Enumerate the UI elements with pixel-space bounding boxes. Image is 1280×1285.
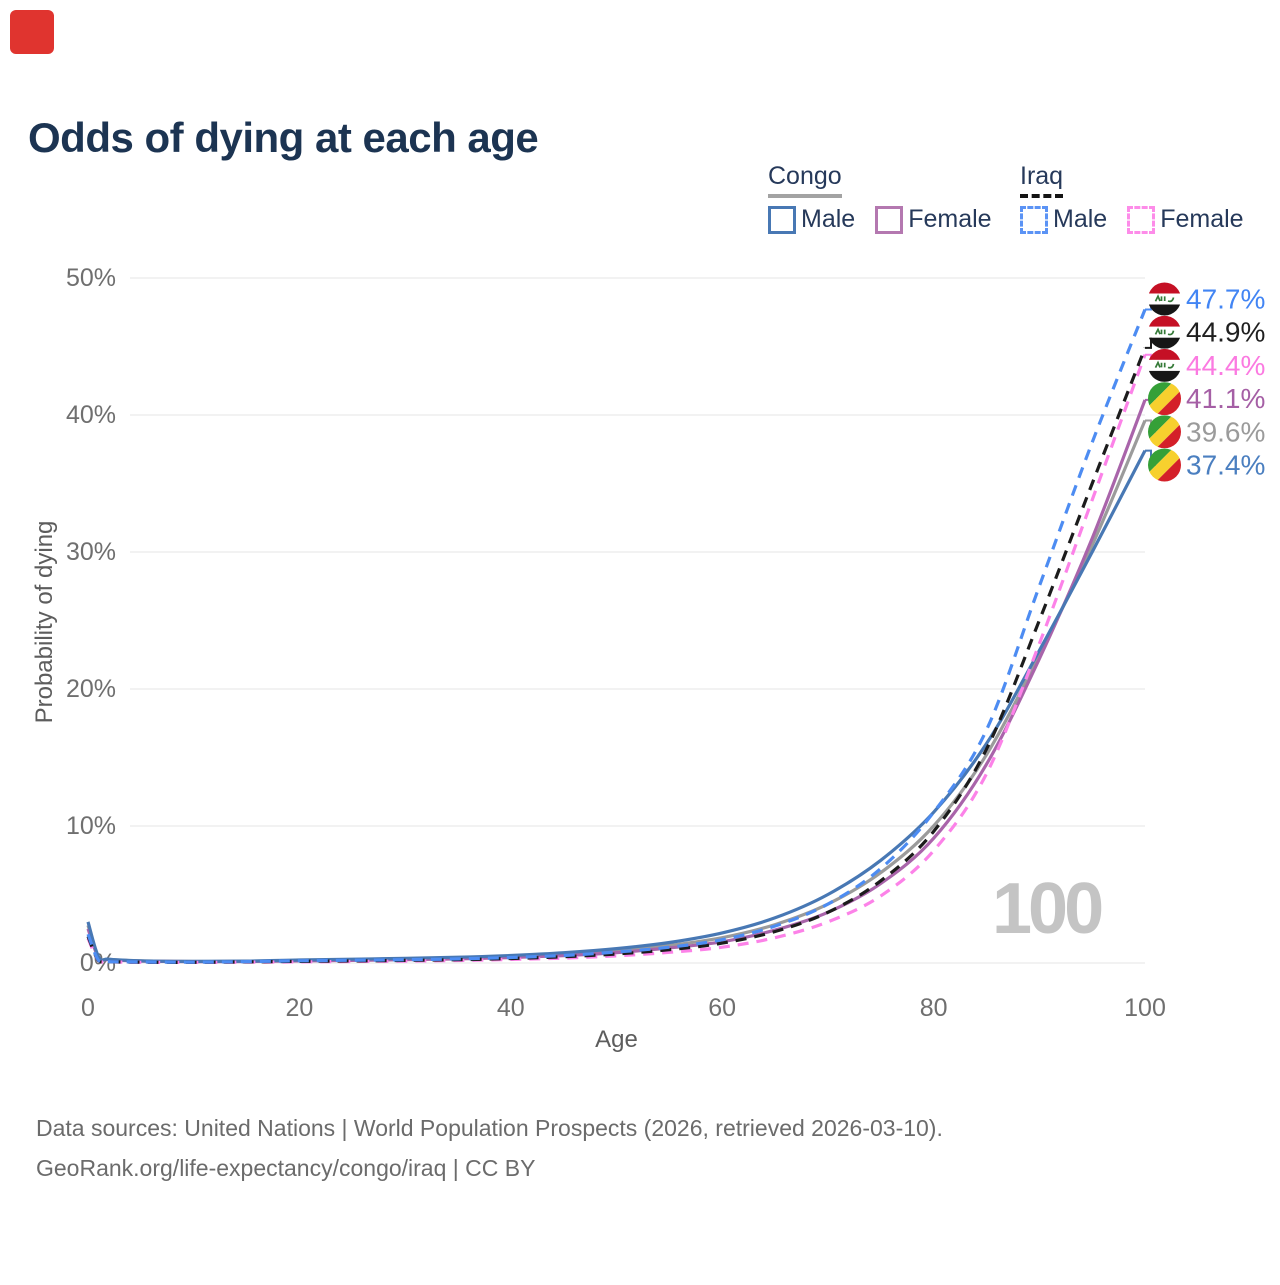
end-value-label-iraq-both: 44.9% (1186, 317, 1265, 348)
line-iraq-male[interactable] (86, 308, 1147, 964)
x-tick-label: 60 (708, 994, 736, 1022)
legend-item-iraq-male[interactable]: Male (1020, 205, 1107, 234)
legend-item-label: Male (1053, 205, 1108, 233)
red-marker (10, 10, 54, 54)
page-title: Odds of dying at each age (28, 114, 539, 162)
end-value-label-iraq-female: 44.4% (1186, 350, 1265, 381)
x-tick-label: 100 (1124, 994, 1166, 1022)
line-congo-male[interactable] (86, 449, 1147, 964)
y-tick-label: 20% (66, 675, 116, 703)
legend-item-iraq-female[interactable]: Female (1127, 205, 1244, 234)
x-tick-label: 80 (920, 994, 948, 1022)
legend-title-congo[interactable]: Congo (768, 162, 842, 198)
congo-flag-icon (1148, 448, 1181, 482)
legend-item-congo-female[interactable]: Female (875, 205, 992, 234)
iraq-flag-icon (1148, 282, 1181, 316)
line-iraq-female[interactable] (86, 354, 1147, 964)
congo-flag-icon (1148, 382, 1181, 416)
data-source-line: Data sources: United Nations | World Pop… (36, 1115, 943, 1141)
iraq-flag-icon (1148, 348, 1181, 382)
end-value-label-congo-both: 39.6% (1186, 416, 1265, 447)
legend-item-congo-male[interactable]: Male (768, 205, 855, 234)
attribution-line: GeoRank.org/life-expectancy/congo/iraq |… (36, 1155, 536, 1181)
line-iraq-both[interactable] (86, 347, 1147, 964)
legend-group-iraq: Iraq Male Female (1020, 162, 1264, 234)
footer: Data sources: United Nations | World Pop… (36, 1108, 943, 1188)
x-axis-title: Age (595, 1026, 638, 1053)
line-congo-both[interactable] (86, 419, 1147, 964)
legend-item-label: Female (1160, 205, 1244, 233)
y-tick-label: 50% (66, 264, 116, 292)
line-congo-female[interactable] (86, 399, 1147, 964)
hovered-age-watermark: 100 (992, 869, 1104, 949)
congo-female-swatch (875, 205, 904, 234)
end-value-label-congo-male: 37.4% (1186, 450, 1265, 481)
y-tick-label: 10% (66, 812, 116, 840)
x-tick-label: 20 (285, 994, 313, 1022)
congo-male-swatch (768, 205, 796, 234)
x-tick-label: 0 (81, 994, 95, 1022)
y-tick-label: 40% (66, 401, 116, 429)
congo-flag-icon (1148, 415, 1181, 449)
legend-item-label: Male (801, 205, 856, 233)
end-value-label-congo-female: 41.1% (1186, 383, 1265, 414)
iraq-female-swatch (1127, 205, 1156, 234)
legend-item-label: Female (908, 205, 992, 233)
end-value-label-iraq-male: 47.7% (1186, 284, 1265, 315)
y-tick-label: 30% (66, 538, 116, 566)
legend-group-congo: Congo Male Female (768, 162, 1012, 234)
iraq-flag-icon (1148, 315, 1181, 349)
x-tick-label: 40 (497, 994, 525, 1022)
legend-title-iraq[interactable]: Iraq (1020, 162, 1064, 198)
iraq-male-swatch (1020, 205, 1048, 234)
